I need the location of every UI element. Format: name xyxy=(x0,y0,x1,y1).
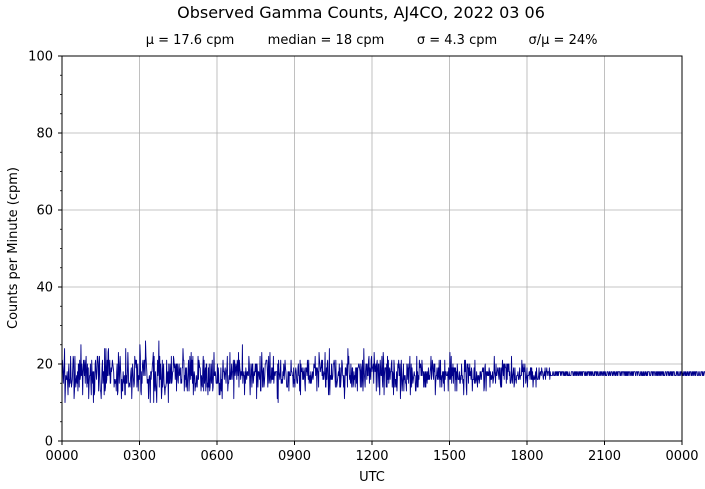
y-tick-label: 0 xyxy=(45,435,53,450)
x-axis-label: UTC xyxy=(359,470,385,485)
x-tick-label: 2100 xyxy=(588,449,621,464)
axis-ticks: 0000 0300 0600 0900 1200 1500 1800 2100 00000204… xyxy=(28,50,698,465)
x-tick-label: 0000 xyxy=(665,449,698,464)
gridlines xyxy=(61,55,683,442)
series-group xyxy=(61,340,705,403)
x-tick-label: 1200 xyxy=(355,449,388,464)
y-axis-label: Counts per Minute (cpm) xyxy=(6,167,21,329)
x-tick-label: 0600 xyxy=(200,449,233,464)
y-tick-label: 40 xyxy=(36,281,53,296)
stat-sigma: σ = 4.3 cpm xyxy=(417,33,497,48)
y-tick-label: 20 xyxy=(36,358,53,373)
gamma-count-series-line xyxy=(61,340,705,403)
y-tick-label: 60 xyxy=(36,204,53,219)
y-tick-label: 80 xyxy=(36,127,53,142)
y-tick-label: 100 xyxy=(28,50,53,65)
x-tick-label: 0900 xyxy=(278,449,311,464)
x-tick-label: 1800 xyxy=(510,449,543,464)
stat-mean: μ = 17.6 cpm xyxy=(146,33,235,48)
x-tick-label: 0300 xyxy=(123,449,156,464)
chart-title: Observed Gamma Counts, AJ4CO, 2022 03 06 xyxy=(177,3,545,22)
stat-ratio: σ/μ = 24% xyxy=(529,33,598,48)
x-tick-label: 1500 xyxy=(433,449,466,464)
stat-median: median = 18 cpm xyxy=(268,33,385,48)
x-tick-label: 0000 xyxy=(45,449,78,464)
